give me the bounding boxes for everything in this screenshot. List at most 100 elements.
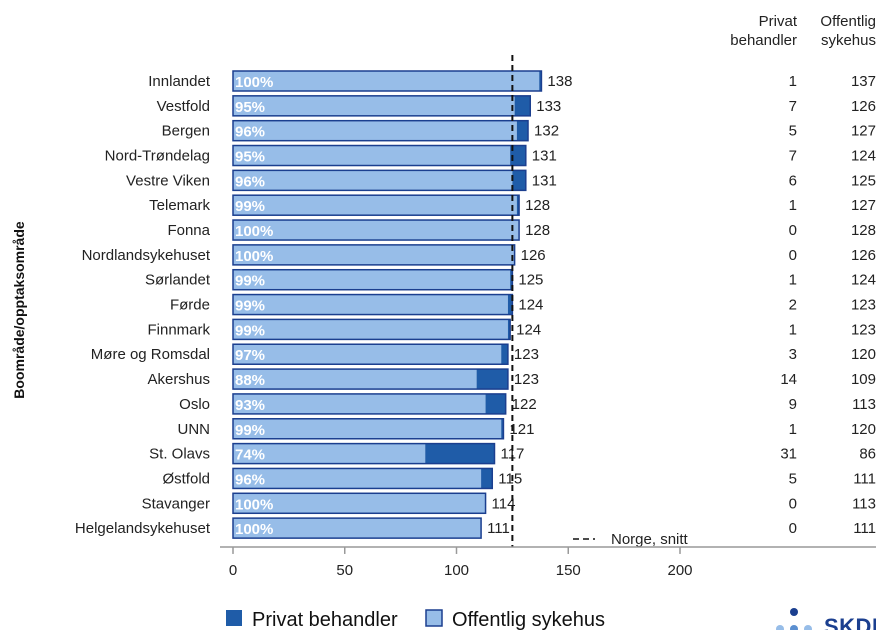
bar-outline <box>232 393 507 415</box>
bar-offentlig <box>233 418 502 439</box>
category-label: Møre og Romsdal <box>91 346 210 363</box>
category-label: Stavanger <box>142 495 210 512</box>
pct-label: 74% <box>235 447 265 464</box>
pct-label: 100% <box>235 248 273 265</box>
bar-offentlig <box>233 319 508 340</box>
offentlig-count: 120 <box>851 421 876 438</box>
bar-offentlig <box>233 443 426 464</box>
pct-label: 95% <box>235 99 265 116</box>
category-label: Akershus <box>147 371 210 388</box>
bar-outline <box>232 70 543 92</box>
bar-offentlig <box>233 369 477 390</box>
bar-privat <box>476 369 508 390</box>
bar-offentlig <box>233 294 508 315</box>
pct-label: 99% <box>235 198 265 215</box>
bar-privat <box>516 120 529 141</box>
pct-label: 88% <box>235 372 265 389</box>
bar-outline <box>232 442 496 465</box>
offentlig-count: 109 <box>851 371 876 388</box>
offentlig-count: 120 <box>851 346 876 363</box>
column-header-privat: behandler <box>730 32 797 49</box>
pct-label: 93% <box>235 397 265 414</box>
bar-outline <box>232 119 529 142</box>
x-tick-label: 50 <box>336 562 353 579</box>
offentlig-count: 123 <box>851 297 876 314</box>
bar-privat <box>481 468 493 489</box>
pct-label: 97% <box>235 347 265 364</box>
x-tick-label: 100 <box>444 562 469 579</box>
category-label: Vestfold <box>157 98 210 115</box>
total-label: 133 <box>536 98 561 115</box>
bar-offentlig <box>233 120 517 141</box>
bar-privat <box>510 145 526 166</box>
bar-outline <box>232 492 487 515</box>
bar-privat <box>507 319 511 340</box>
column-header-offentlig: sykehus <box>821 32 876 49</box>
total-label: 124 <box>518 297 543 314</box>
bar-offentlig <box>233 468 482 489</box>
legend-swatch-privat <box>226 610 242 626</box>
offentlig-count: 127 <box>851 197 876 214</box>
bar-offentlig <box>233 269 511 290</box>
category-label: Helgelandsykehuset <box>75 520 211 537</box>
offentlig-count: 127 <box>851 123 876 140</box>
bar-offentlig <box>233 518 482 539</box>
offentlig-count: 113 <box>852 495 876 512</box>
offentlig-count: 125 <box>851 172 876 189</box>
bar-outline <box>232 244 516 266</box>
bar-outline <box>232 219 520 241</box>
offentlig-count: 124 <box>851 148 876 165</box>
pct-label: 100% <box>235 521 273 538</box>
offentlig-count: 111 <box>853 470 876 487</box>
offentlig-count: 123 <box>851 321 876 338</box>
total-label: 123 <box>514 346 539 363</box>
privat-count: 0 <box>789 495 797 512</box>
total-label: 126 <box>521 247 546 264</box>
bar-privat <box>485 393 506 414</box>
pct-label: 99% <box>235 298 265 315</box>
bar-outline <box>232 343 509 365</box>
total-label: 111 <box>487 520 510 537</box>
privat-count: 1 <box>789 272 797 289</box>
category-label: Fonna <box>167 222 210 239</box>
bar-outline <box>232 418 505 440</box>
privat-count: 0 <box>789 222 797 239</box>
privat-count: 7 <box>789 148 797 165</box>
y-axis-title: Boområde/opptaksområde <box>11 221 27 399</box>
pct-label: 100% <box>235 74 273 91</box>
bar-offentlig <box>233 195 517 216</box>
privat-count: 5 <box>789 123 797 140</box>
bar-privat <box>501 344 508 365</box>
legend-label-offentlig: Offentlig sykehus <box>452 609 605 630</box>
total-label: 117 <box>500 446 524 463</box>
privat-count: 1 <box>789 321 797 338</box>
column-header-offentlig: Offentlig <box>820 13 876 30</box>
total-label: 128 <box>525 222 550 239</box>
total-label: 121 <box>509 421 534 438</box>
pct-label: 96% <box>235 173 265 190</box>
total-label: 125 <box>518 272 543 289</box>
category-label: Vestre Viken <box>126 172 210 189</box>
x-tick-label: 150 <box>556 562 581 579</box>
privat-count: 14 <box>780 371 797 388</box>
bar-privat <box>507 294 513 315</box>
legend-label-privat: Privat behandler <box>252 609 398 630</box>
bar-outline <box>232 517 482 539</box>
category-label: Førde <box>170 297 210 314</box>
pct-label: 100% <box>235 223 273 240</box>
logo-text: SKDE <box>824 614 876 630</box>
category-label: Nord-Trøndelag <box>105 148 210 165</box>
bar-offentlig <box>233 95 515 116</box>
category-label: St. Olavs <box>149 446 210 463</box>
total-label: 138 <box>547 73 572 90</box>
category-label: Telemark <box>149 197 210 214</box>
bar-outline <box>232 293 514 316</box>
pct-label: 100% <box>235 496 273 513</box>
bar-outline <box>232 467 494 490</box>
legend-swatch-offentlig <box>425 609 443 627</box>
privat-count: 3 <box>789 346 797 363</box>
total-label: 132 <box>534 123 559 140</box>
offentlig-count: 128 <box>851 222 876 239</box>
offentlig-count: 111 <box>853 520 876 537</box>
